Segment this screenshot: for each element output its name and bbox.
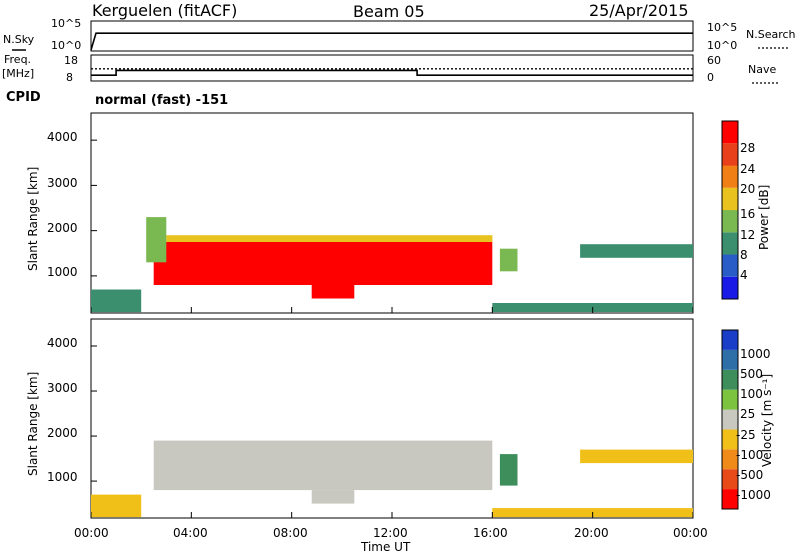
power-cbar-label: Power [dB]	[757, 185, 771, 250]
cpid-text: normal (fast) -151	[95, 93, 228, 108]
x-tick-0000: 00:00	[74, 526, 109, 540]
power-y-tick-3000: 3000	[47, 176, 78, 190]
power-y-tick-1000: 1000	[47, 265, 78, 279]
power-heatmap	[91, 217, 693, 313]
heatmap-region-1	[311, 490, 355, 504]
colorbar-swatch	[722, 429, 738, 450]
colorbar-swatch	[722, 469, 738, 490]
heatmap-region-6	[91, 289, 142, 313]
colorbar-swatch	[722, 232, 738, 255]
colorbar-swatch	[722, 409, 738, 430]
heatmap-region-2	[166, 235, 493, 242]
heatmap-region-3	[580, 449, 693, 464]
freq-line	[91, 69, 693, 76]
heatmap-region-4	[499, 248, 518, 272]
freq-left-label-unit: [MHz]	[2, 67, 34, 80]
power-cbar-tick-16: 16	[740, 207, 755, 221]
velocity-y-tick-1000: 1000	[47, 470, 78, 484]
heatmap-region-3	[146, 217, 167, 263]
colorbar-frame	[721, 120, 739, 300]
x-tick-2400: 00:00	[673, 526, 708, 540]
power-cbar-tick-12: 12	[740, 228, 755, 242]
velocity-y-tick-2000: 2000	[47, 426, 78, 440]
heatmap-region-5	[580, 244, 693, 258]
colorbar-swatch	[722, 121, 738, 144]
x-tick-0800: 08:00	[273, 526, 308, 540]
velocity-y-axis-label: Slant Range [km]	[26, 372, 40, 476]
sky-count-line	[90, 32, 693, 51]
nave-label: Nave	[748, 63, 776, 76]
colorbar-swatch	[722, 254, 738, 277]
power-cbar-tick-20: 20	[740, 182, 755, 196]
sky-left-tick-bottom: 10^0	[51, 39, 81, 52]
power-axis-ticks	[90, 139, 694, 313]
heatmap-region-1	[311, 284, 355, 299]
x-axis-label: Time UT	[360, 540, 411, 554]
velocity-cbar-tick-neg100: -100	[736, 448, 763, 462]
freq-left-tick-top: 18	[64, 54, 78, 67]
velocity-cbar-tick-neg25: -25	[736, 428, 756, 442]
x-tick-2000: 20:00	[574, 526, 609, 540]
colorbar-swatch	[722, 389, 738, 410]
sky-right-tick-top: 10^5	[707, 21, 737, 34]
colorbar-swatch	[722, 349, 738, 370]
power-y-tick-4000: 4000	[47, 130, 78, 144]
beam-title: Beam 05	[353, 2, 425, 21]
date-title: 25/Apr/2015	[589, 1, 689, 20]
power-colorbar	[721, 120, 739, 300]
sky-right-label: N.Search	[746, 28, 796, 41]
x-tick-1200: 12:00	[373, 526, 408, 540]
power-cbar-tick-28: 28	[740, 141, 755, 155]
velocity-cbar-tick-neg500: -500	[736, 468, 763, 482]
sky-left-tick-top: 10^5	[51, 17, 81, 30]
heatmap-region-4	[91, 494, 142, 518]
freq-left-tick-bottom: 8	[66, 71, 73, 84]
velocity-y-tick-4000: 4000	[47, 336, 78, 350]
colorbar-swatch	[722, 187, 738, 211]
power-cbar-tick-4: 4	[740, 268, 748, 282]
colorbar-swatch	[722, 165, 738, 188]
velocity-cbar-tick-25: 25	[740, 407, 755, 421]
sky-panel-frame	[90, 20, 694, 52]
velocity-axis-ticks	[90, 345, 694, 518]
power-cbar-tick-8: 8	[740, 248, 748, 262]
colorbar-swatch	[722, 330, 738, 350]
colorbar-swatch	[722, 489, 738, 509]
sky-left-label: N.Sky	[3, 33, 35, 46]
sky-right-tick-bottom: 10^0	[707, 39, 737, 52]
power-y-tick-2000: 2000	[47, 221, 78, 235]
velocity-colorbar	[721, 329, 739, 510]
colorbar-swatch	[722, 369, 738, 390]
colorbar-swatch	[722, 449, 738, 470]
cpid-label: CPID	[6, 90, 41, 105]
freq-left-label-top: Freq.	[4, 53, 31, 66]
power-cbar-tick-24: 24	[740, 162, 755, 176]
velocity-cbar-tick-500: 500	[740, 367, 763, 381]
colorbar-frame	[721, 329, 739, 510]
velocity-cbar-tick-1000: 1000	[740, 347, 771, 361]
x-tick-1600: 16:00	[473, 526, 508, 540]
freq-right-tick-top: 60	[707, 54, 721, 67]
heatmap-region-2	[499, 454, 518, 486]
colorbar-swatch	[722, 276, 738, 300]
heatmap-region-0	[153, 440, 493, 491]
velocity-y-tick-3000: 3000	[47, 381, 78, 395]
colorbar-swatch	[722, 143, 738, 166]
velocity-cbar-tick-neg1000: -1000	[736, 488, 771, 502]
power-y-axis-label: Slant Range [km]	[26, 167, 40, 271]
freq-panel-frame	[90, 54, 694, 82]
heatmap-region-0	[153, 242, 493, 285]
colorbar-swatch	[722, 210, 738, 233]
velocity-heatmap	[91, 440, 693, 518]
velocity-cbar-tick-100: 100	[740, 387, 763, 401]
station-title: Kerguelen (fitACF)	[92, 1, 237, 20]
x-tick-0400: 04:00	[173, 526, 208, 540]
velocity-cbar-label: Velocity [m s⁻¹]	[760, 374, 774, 467]
freq-right-tick-bottom: 0	[707, 71, 714, 84]
